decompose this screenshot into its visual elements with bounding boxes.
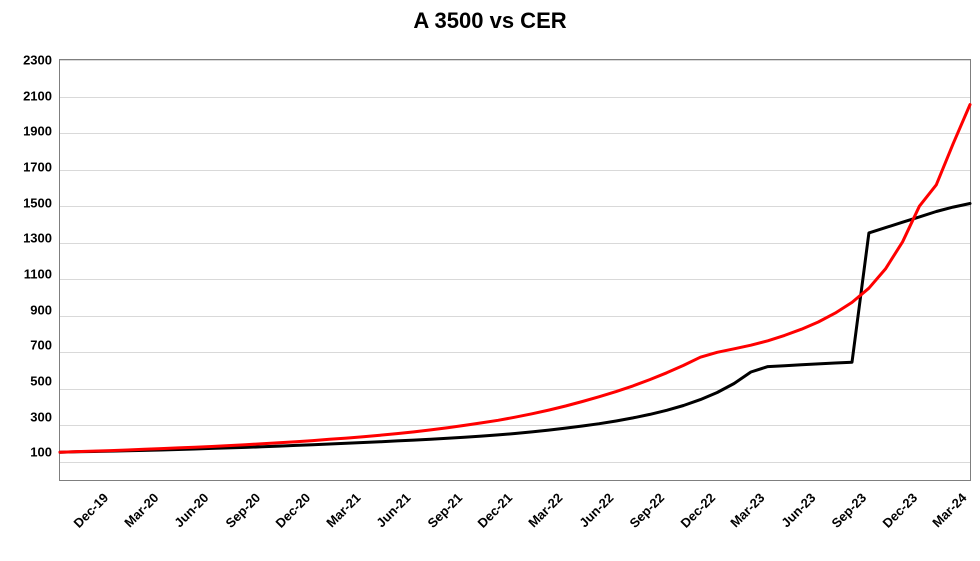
series-line: [60, 105, 970, 453]
ytick-label: 1100: [0, 266, 52, 281]
ytick-label: 1900: [0, 124, 52, 139]
ytick-label: 500: [0, 373, 52, 388]
ytick-label: 700: [0, 338, 52, 353]
ytick-label: 2100: [0, 88, 52, 103]
ytick-label: 300: [0, 409, 52, 424]
ytick-label: 1700: [0, 159, 52, 174]
ytick-label: 1300: [0, 231, 52, 246]
series-line: [60, 204, 970, 453]
chart-container: A 3500 vs CER 10030050070090011001300150…: [0, 0, 980, 561]
ytick-label: 100: [0, 445, 52, 460]
ytick-label: 2300: [0, 53, 52, 68]
ytick-label: 1500: [0, 195, 52, 210]
series-svg: [0, 0, 980, 561]
ytick-label: 900: [0, 302, 52, 317]
